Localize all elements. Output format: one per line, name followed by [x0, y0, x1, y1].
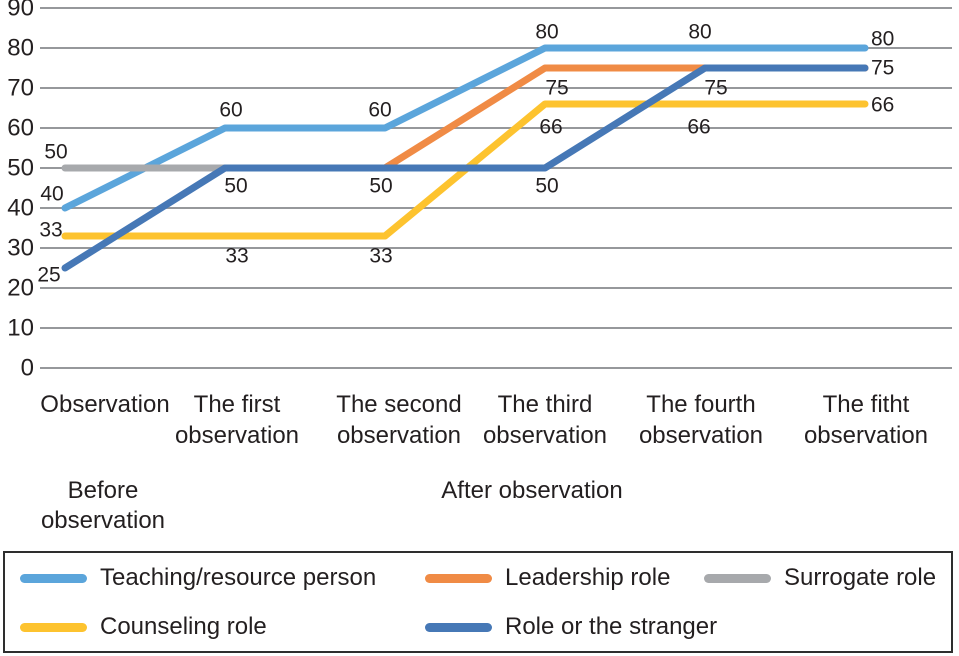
- y-axis-tick-label: 60: [7, 115, 34, 142]
- legend-label: Surrogate role: [784, 564, 937, 591]
- legend-swatch-leadership-role-icon: [425, 573, 492, 583]
- legend-swatch-counseling-role-icon: [20, 622, 87, 632]
- series-line-teaching-resource-person: [61, 44, 869, 212]
- chart-legend: Teaching/resource person Leadership role…: [3, 551, 953, 653]
- x-axis-category-label: The second observation: [336, 391, 461, 449]
- value-label: 75: [704, 77, 727, 100]
- legend-swatch-role-or-the-stranger-icon: [425, 622, 492, 632]
- y-axis-tick-label: 40: [7, 195, 34, 222]
- y-axis-tick-label: 70: [7, 75, 34, 102]
- value-label: 33: [369, 245, 392, 268]
- legend-item-leadership-role: Leadership role: [425, 564, 670, 592]
- value-label: 33: [39, 219, 62, 242]
- value-label: 33: [225, 245, 248, 268]
- value-label: 80: [871, 28, 894, 51]
- value-label: 50: [535, 175, 558, 198]
- y-axis-tick-label: 0: [21, 355, 34, 382]
- value-label: 60: [368, 99, 391, 122]
- y-axis-tick-label: 50: [7, 155, 34, 182]
- value-label: 25: [37, 264, 60, 287]
- value-label: 80: [535, 21, 558, 44]
- legend-item-counseling-role: Counseling role: [20, 613, 267, 641]
- y-axis-tick-label: 80: [7, 35, 34, 62]
- value-label: 40: [40, 183, 63, 206]
- value-label: 50: [224, 175, 247, 198]
- value-label: 66: [871, 94, 894, 117]
- series-line-role-or-the-stranger: [61, 64, 869, 272]
- legend-item-teaching-resource-person: Teaching/resource person: [20, 564, 376, 592]
- legend-swatch-teaching-resource-person-icon: [20, 573, 87, 583]
- x-axis-category-label: The fourth observation: [639, 391, 763, 449]
- legend-item-surrogate-role: Surrogate role: [704, 564, 936, 592]
- legend-label: Teaching/resource person: [100, 564, 377, 591]
- value-label: 60: [219, 99, 242, 122]
- x-axis-category-label: Observation: [40, 391, 169, 418]
- x-axis-category-label: The first observation: [175, 391, 299, 449]
- axis-group-label: After observation: [441, 477, 622, 504]
- value-label: 80: [688, 21, 711, 44]
- legend-label: Counseling role: [100, 613, 267, 640]
- value-label: 50: [44, 141, 67, 164]
- y-axis-tick-label: 90: [7, 0, 34, 22]
- legend-label: Leadership role: [505, 564, 671, 591]
- x-axis-category-label: The third observation: [483, 391, 607, 449]
- axis-group-label: Before observation: [41, 477, 165, 534]
- legend-swatch-surrogate-role-icon: [704, 573, 771, 583]
- x-axis-category-label: The fitht observation: [804, 391, 928, 449]
- y-axis-tick-label: 20: [7, 275, 34, 302]
- line-chart: 9080706050403020100504033256050336050338…: [7, 0, 952, 534]
- legend-item-role-or-the-stranger: Role or the stranger: [425, 613, 717, 641]
- y-axis-tick-label: 30: [7, 235, 34, 262]
- value-label: 66: [539, 116, 562, 139]
- y-axis-tick-label: 10: [7, 315, 34, 342]
- legend-label: Role or the stranger: [505, 613, 718, 640]
- value-label: 75: [871, 57, 894, 80]
- value-label: 66: [687, 116, 710, 139]
- value-label: 75: [545, 77, 568, 100]
- value-label: 50: [369, 175, 392, 198]
